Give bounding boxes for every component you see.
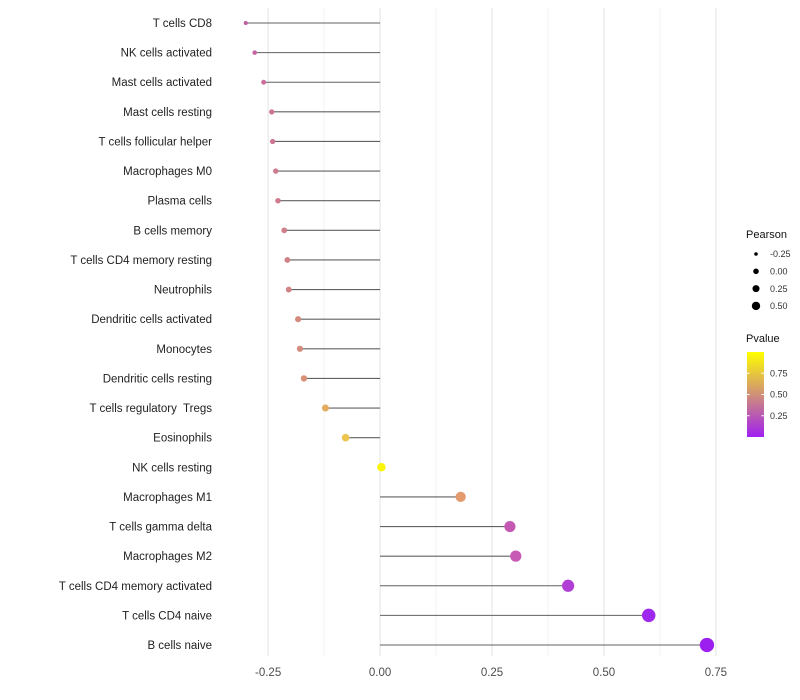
category-label: Dendritic cells activated — [91, 314, 212, 326]
lollipop-row: T cells CD4 memory activated — [59, 579, 575, 593]
lollipop-row: NK cells activated — [121, 48, 381, 60]
category-label: Mast cells activated — [112, 77, 212, 89]
lollipop-rows: T cells CD8 NK cells activated Mast cells … — [59, 18, 715, 653]
pearson-dot — [300, 375, 308, 382]
gridlines — [267, 8, 717, 656]
lollipop-row: Mast cells activated — [112, 77, 381, 89]
chart-legend: Pearson -0.25 0.00 0.25 0.50 Pvalue 0.75 0.50 0.… — [746, 229, 791, 437]
lollipop-row: Neutrophils — [154, 285, 381, 297]
x-tick-label: 0.00 — [369, 667, 391, 679]
category-label: Eosinophils — [153, 433, 212, 445]
lollipop-row: T cells CD8 — [153, 18, 381, 30]
color-legend-label: 0.75 — [770, 368, 788, 378]
category-label: T cells CD4 memory activated — [59, 581, 212, 593]
pearson-dot — [281, 227, 288, 234]
x-tick-label: 0.75 — [705, 667, 727, 679]
pearson-dot — [642, 608, 656, 623]
pearson-dot — [562, 579, 575, 592]
size-legend-dot — [754, 252, 758, 256]
category-label: Mast cells resting — [123, 107, 212, 119]
pearson-dot — [341, 433, 350, 442]
pearson-dot — [455, 491, 466, 503]
category-label: Monocytes — [156, 344, 212, 356]
lollipop-row: Monocytes — [156, 344, 381, 356]
size-legend-title: Pearson — [746, 229, 787, 241]
category-label: T cells gamma delta — [109, 522, 212, 534]
category-label: B cells naive — [147, 640, 212, 652]
size-legend-label: 0.25 — [770, 284, 788, 294]
lollipop-row: Dendritic cells resting — [103, 373, 381, 385]
size-legend-dot — [751, 301, 761, 311]
lollipop-row: T cells gamma delta — [109, 520, 516, 534]
category-label: T cells CD4 naive — [122, 610, 212, 622]
x-tick-label: 0.50 — [593, 667, 615, 679]
lollipop-row: Macrophages M2 — [123, 550, 522, 563]
category-label: Macrophages M2 — [123, 551, 212, 563]
lollipop-row: Macrophages M0 — [123, 166, 381, 178]
pearson-dot — [269, 138, 276, 145]
category-label: Neutrophils — [154, 285, 212, 297]
pearson-dot — [321, 404, 329, 412]
size-legend-dot — [753, 268, 759, 275]
pvalue-gradient-bar — [747, 352, 764, 437]
lollipop-row: T cells follicular helper — [98, 136, 381, 148]
x-axis-labels: -0.25 0.00 0.25 0.50 0.75 — [255, 667, 727, 679]
pearson-dot — [296, 345, 304, 352]
category-label: Macrophages M1 — [123, 492, 212, 504]
lollipop-row: T cells CD4 naive — [122, 608, 656, 623]
size-legend-dot — [752, 285, 760, 293]
color-legend-title: Pvalue — [746, 333, 780, 345]
category-label: Macrophages M0 — [123, 166, 212, 178]
pearson-dot — [504, 520, 516, 533]
color-legend-label: 0.50 — [770, 390, 788, 400]
category-label: T cells CD8 — [153, 18, 212, 30]
pearson-dot — [699, 637, 715, 653]
pearson-dot — [284, 257, 291, 263]
category-label: T cells regulatory Tregs — [89, 403, 212, 415]
pearson-dot — [243, 20, 248, 26]
pearson-dot — [295, 316, 302, 323]
lollipop-row: Dendritic cells activated — [91, 314, 381, 326]
size-legend-label: 0.00 — [770, 267, 788, 277]
pearson-dot — [275, 197, 281, 204]
color-legend-label: 0.25 — [770, 411, 788, 421]
lollipop-row: NK cells resting — [132, 462, 386, 474]
category-label: B cells memory — [133, 225, 212, 237]
lollipop-row: Macrophages M1 — [123, 491, 466, 504]
category-label: Plasma cells — [147, 196, 212, 208]
lollipop-row: B cells memory — [133, 225, 381, 237]
category-label: NK cells resting — [132, 462, 212, 474]
pearson-dot — [252, 50, 257, 55]
pearson-dot — [377, 463, 386, 472]
category-label: T cells CD4 memory resting — [70, 255, 212, 267]
size-legend-label: -0.25 — [770, 249, 791, 259]
lollipop-row: T cells regulatory Tregs — [89, 403, 381, 415]
lollipop-row: Eosinophils — [153, 433, 381, 445]
lollipop-row: B cells naive — [147, 637, 715, 653]
pearson-dot — [285, 286, 292, 293]
pearson-dot — [261, 79, 267, 85]
lollipop-row: T cells CD4 memory resting — [70, 255, 381, 267]
pearson-dot — [269, 109, 275, 115]
category-label: T cells follicular helper — [98, 136, 212, 148]
x-tick-label: -0.25 — [255, 667, 281, 679]
lollipop-row: Plasma cells — [147, 196, 381, 208]
x-tick-label: 0.25 — [481, 667, 503, 679]
lollipop-row: Mast cells resting — [123, 107, 381, 119]
pearson-dot — [510, 550, 522, 562]
pearson-dot — [273, 168, 279, 174]
category-label: Dendritic cells resting — [103, 373, 212, 385]
category-label: NK cells activated — [121, 48, 212, 60]
size-legend-label: 0.50 — [770, 301, 788, 311]
